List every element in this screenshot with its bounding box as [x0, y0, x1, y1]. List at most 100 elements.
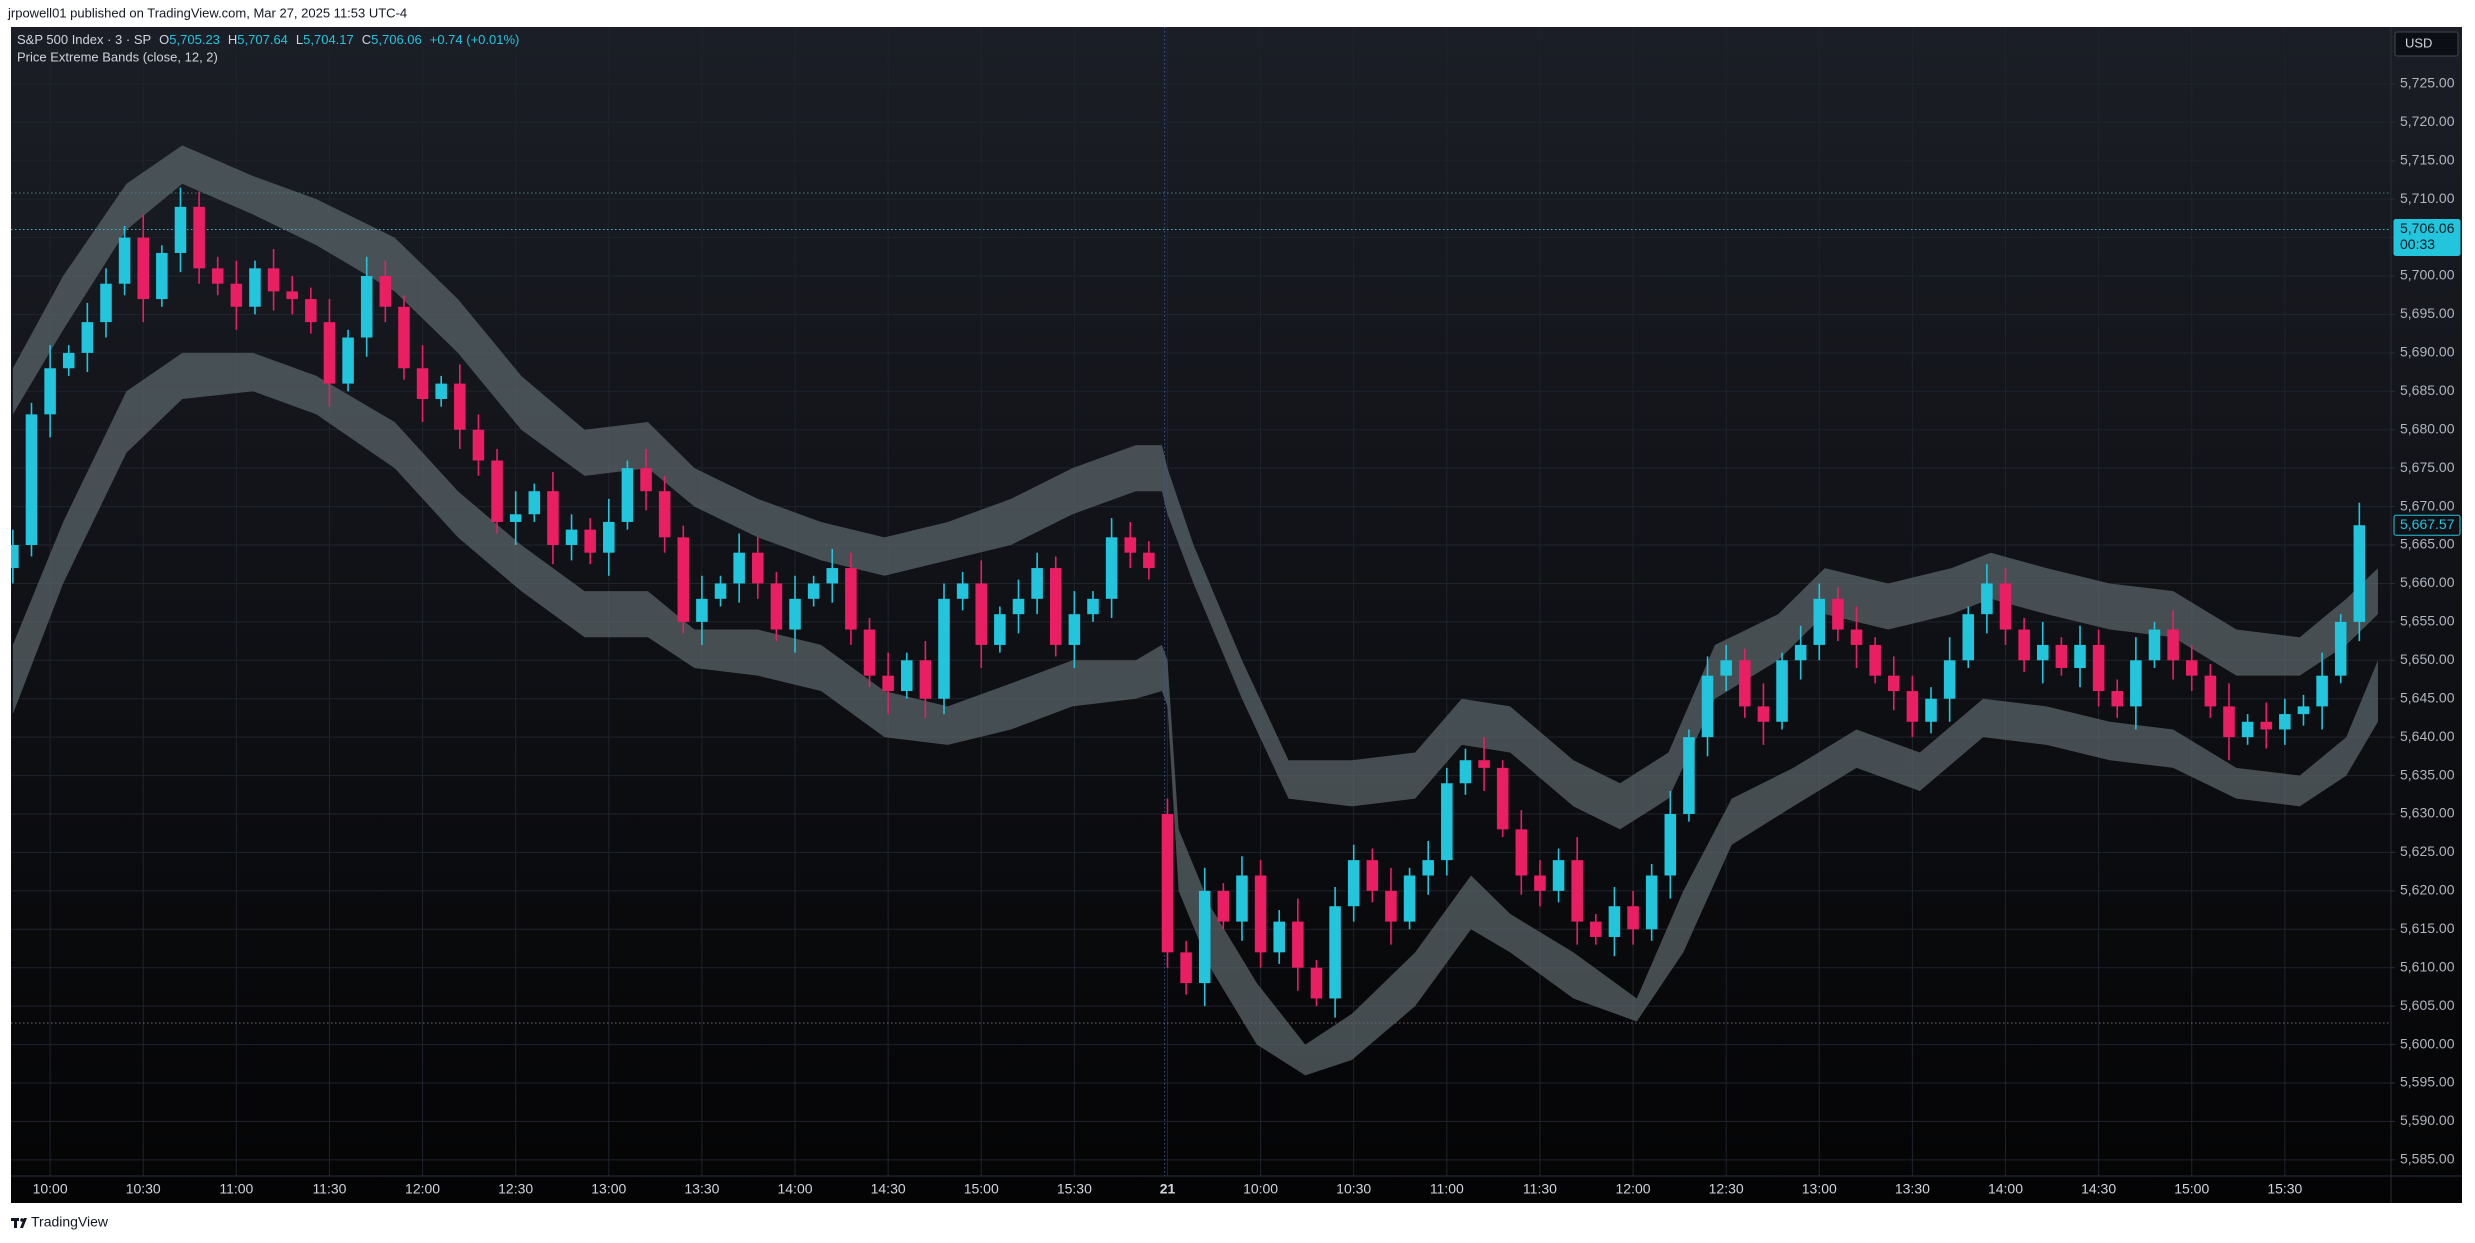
candle-body	[2260, 721, 2272, 730]
tradingview-logo	[11, 1218, 27, 1228]
candle-body	[435, 383, 447, 399]
y-tick-label: 5,615.00	[2400, 920, 2455, 936]
candle-body	[2316, 675, 2328, 707]
candle-body	[360, 276, 373, 338]
candle-body	[25, 414, 38, 546]
candle-body	[1590, 921, 1602, 937]
y-tick-label: 5,715.00	[2400, 151, 2455, 167]
candle-body	[640, 468, 652, 492]
candle-body	[733, 552, 745, 584]
candle-body	[1850, 629, 1863, 645]
x-tick-label: 15:30	[2267, 1181, 2302, 1197]
candle-body	[1683, 737, 1695, 815]
candle-body	[994, 614, 1006, 645]
x-tick-label: 15:30	[1057, 1181, 1092, 1197]
x-tick-label: 14:00	[777, 1181, 812, 1197]
candle-body	[621, 468, 634, 522]
x-tick-label: 10:30	[126, 1181, 161, 1197]
y-tick-label: 5,725.00	[2400, 75, 2455, 91]
y-tick-label: 5,655.00	[2400, 613, 2455, 629]
y-tick-label: 5,695.00	[2400, 305, 2455, 321]
y-tick-label: 5,680.00	[2400, 420, 2455, 436]
legend-change: +0.74 (+0.01%)	[430, 32, 520, 47]
candle-body	[975, 583, 988, 645]
y-tick-label: 5,720.00	[2400, 113, 2455, 129]
axes: 5,585.00 5,590.00 5,595.00 5,600.00 5,605.00…	[33, 75, 2461, 1197]
price-label-box	[2393, 514, 2461, 536]
candle-body	[156, 252, 168, 300]
candle-body	[565, 529, 578, 546]
candle-body	[379, 276, 392, 307]
legend-ohlc-value: 5,706.06	[371, 32, 422, 47]
y-tick-label: 5,625.00	[2400, 843, 2455, 859]
x-tick-label: 12:00	[1616, 1181, 1651, 1197]
y-tick-label: 5,675.00	[2400, 459, 2455, 475]
candle-body	[1776, 660, 1788, 722]
y-tick-label: 5,670.00	[2400, 497, 2455, 513]
candle-body	[2074, 644, 2086, 668]
candle-body	[770, 583, 783, 630]
candle-body	[547, 491, 559, 546]
candle-body	[1981, 583, 1993, 615]
candle-body	[1757, 706, 1770, 722]
x-tick-label: 13:00	[1802, 1181, 1837, 1197]
candle-body	[2241, 721, 2254, 738]
candle-body	[11, 545, 19, 569]
candle-body	[1515, 829, 1528, 876]
candle-body	[2036, 644, 2049, 661]
candle-body	[956, 583, 969, 599]
candle-body	[1329, 906, 1341, 999]
indicator-legend: Price Extreme Bands (close, 12, 2)	[17, 49, 218, 64]
candle-body	[1925, 698, 1937, 722]
x-tick-label: 10:30	[1336, 1181, 1371, 1197]
candle-body	[528, 491, 541, 515]
candle-body	[118, 237, 131, 284]
candle-body	[100, 283, 112, 323]
legend-symbol: S&P 500 Index · 3 · SP	[17, 32, 151, 47]
candle-body	[2279, 714, 2291, 730]
legend-ohlc-key: L	[296, 32, 303, 47]
candle-body	[1627, 906, 1639, 930]
candle-body	[1366, 860, 1379, 891]
x-tick-label: 10:00	[33, 1181, 68, 1197]
candle-body	[2185, 660, 2198, 676]
candle-body	[1180, 952, 1192, 984]
x-tick-label: 12:30	[498, 1181, 533, 1197]
candle-body	[1012, 598, 1025, 615]
candle-body	[584, 529, 596, 553]
candle-body	[658, 491, 671, 538]
candle-body	[1441, 783, 1453, 861]
candle-body	[267, 268, 280, 292]
candle-body	[1720, 660, 1732, 676]
candle-body	[845, 568, 857, 630]
candle-body	[230, 283, 243, 307]
candle-body	[2111, 691, 2124, 707]
candle-body	[752, 552, 764, 584]
candle-body	[696, 598, 708, 622]
candle-body	[2204, 675, 2217, 707]
candle-body	[2223, 706, 2235, 738]
candle-body	[286, 291, 298, 300]
candle-body	[1385, 890, 1397, 922]
legend-ohlc-value: 5,705.23	[169, 32, 220, 47]
currency-box[interactable]	[2394, 31, 2459, 57]
candle-body	[472, 429, 485, 461]
candle-body	[2018, 629, 2030, 661]
candle-body	[211, 268, 224, 284]
candle-body	[2148, 629, 2161, 661]
y-tick-label: 5,660.00	[2400, 574, 2455, 590]
currency[interactable]: USD	[2405, 35, 2432, 50]
candle-body	[1608, 906, 1621, 937]
candle-body	[938, 598, 950, 699]
candle-body	[323, 322, 336, 384]
y-tick-label: 5,610.00	[2400, 958, 2455, 974]
candle-body	[1813, 598, 1826, 645]
y-tick-label: 5,665.00	[2400, 536, 2455, 552]
candle-body	[1478, 760, 1490, 768]
x-tick-label: 21	[1160, 1181, 1176, 1197]
candle-body	[1832, 598, 1844, 630]
candle-body	[863, 629, 876, 676]
price-label-countdown: 00:33	[2400, 236, 2435, 252]
